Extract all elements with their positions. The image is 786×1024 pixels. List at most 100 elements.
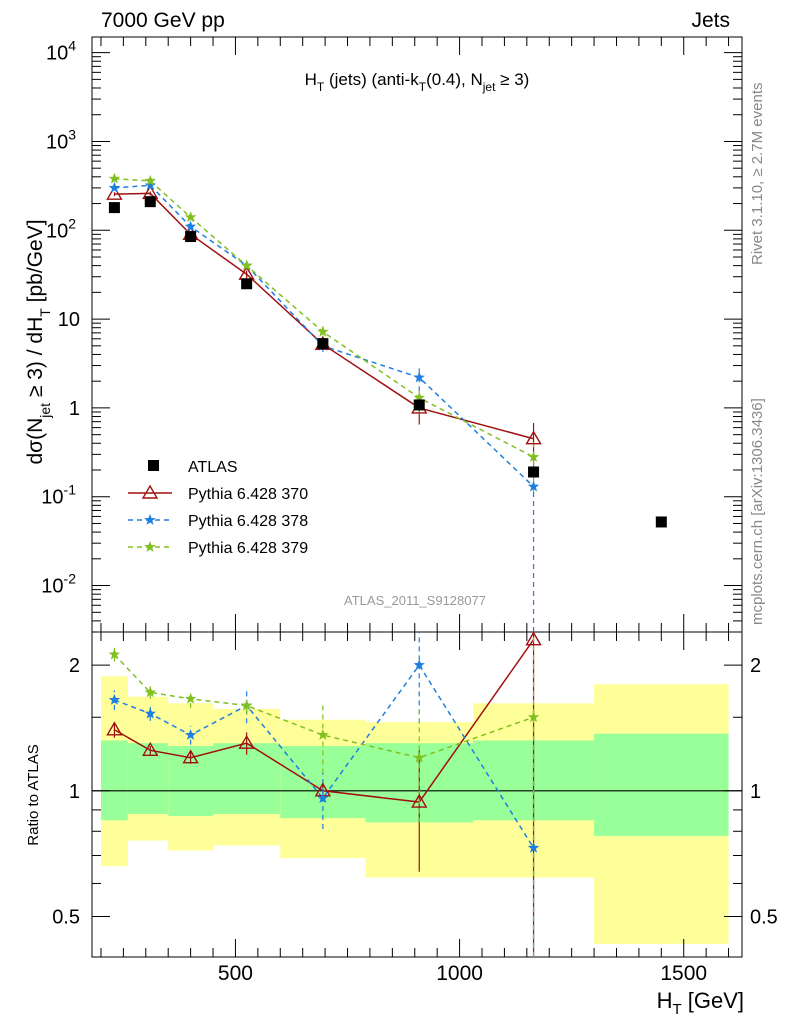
y-tick-exponent: 2 (68, 215, 76, 231)
legend-marker (148, 460, 159, 471)
plot-title-sub: T (419, 80, 427, 94)
y-tick-exponent: 4 (68, 38, 76, 54)
data-point (185, 231, 197, 243)
plot-title-part: (0.4), N (426, 70, 483, 89)
star-marker (108, 181, 121, 193)
triangle-marker (141, 484, 159, 499)
triangle-marker (525, 430, 542, 445)
y-tick-base: 10 (46, 220, 68, 242)
legend-label: ATLAS (188, 459, 238, 476)
y-tick-base: 10 (41, 576, 63, 598)
star-marker (240, 699, 253, 711)
legend: ATLAS Pythia 6.428 370 Pythia 6.428 378 Pyt… (128, 459, 308, 557)
y-tick-label: 10 (58, 309, 80, 331)
star-marker (527, 841, 540, 853)
band-inner (213, 743, 281, 814)
y-tick-exponent: -1 (64, 482, 77, 498)
star-marker (527, 451, 540, 462)
y-label-part: ≥ 3) / dH (24, 317, 47, 403)
y-label-sub: T (37, 308, 53, 317)
series-line (114, 192, 534, 440)
star-marker (184, 220, 197, 232)
star-marker (317, 729, 329, 740)
star-marker (144, 174, 156, 186)
ratio-plot-frame (91, 631, 743, 958)
y-tick-exponent: -2 (64, 571, 77, 587)
star-marker (108, 648, 121, 660)
data-point (528, 466, 540, 478)
analysis-id-label: ATLAS_2011_S9128077 (344, 593, 486, 608)
ratio-y-tick-label-right: 0.5 (750, 907, 778, 929)
star-marker (184, 211, 197, 223)
ratio-y-tick-label-right: 1 (750, 781, 761, 803)
plot-title-part: H (305, 70, 317, 89)
triangle-marker (525, 631, 542, 646)
main-series (106, 172, 667, 632)
ratio-y-tick-label: 1 (69, 781, 80, 803)
star-marker (317, 792, 329, 804)
y-tick-label: 10-1 (41, 482, 76, 509)
star-marker (413, 751, 425, 763)
plot-title-part: ≥ 3) (495, 70, 529, 89)
x-label-part: H (657, 988, 673, 1013)
star-marker (144, 707, 156, 719)
y-label-part: [pb/GeV] (24, 219, 47, 308)
triangle-marker (106, 721, 123, 736)
band-inner (127, 743, 169, 814)
x-tick-label: 1000 (436, 962, 483, 985)
header-left: 7000 GeV pp (101, 9, 225, 32)
star-marker (108, 172, 121, 184)
axis-ticks (92, 37, 742, 958)
y-tick-exponent: 3 (68, 126, 76, 142)
y-label-part: dσ(N (24, 418, 47, 465)
triangle-marker (182, 749, 199, 764)
star-marker (144, 514, 156, 525)
star-marker (317, 325, 329, 337)
ratio-y-tick-label-right: 2 (750, 655, 761, 677)
rivet-version-label: Rivet 3.1.10, ≥ 2.7M events (749, 83, 766, 266)
band-inner (100, 740, 128, 821)
star-marker (144, 179, 156, 191)
star-marker (184, 729, 197, 740)
mcplots-label: mcplots.cern.ch [arXiv:1306.3436] (749, 398, 766, 625)
star-marker (413, 391, 425, 403)
star-marker (144, 686, 156, 698)
star-marker (108, 694, 121, 705)
x-tick-label: 500 (218, 962, 253, 985)
data-point (655, 516, 667, 528)
plot-title: HT (jets) (anti-kT(0.4), Njet ≥ 3) (305, 70, 530, 94)
series-line (114, 184, 535, 488)
star-marker (527, 480, 540, 492)
data-point (317, 338, 329, 350)
y-tick-base: 10 (46, 131, 68, 153)
data-point (108, 202, 120, 214)
triangle-marker (142, 741, 159, 757)
x-label-sub: T (672, 1001, 681, 1018)
y-tick-base: 10 (41, 487, 63, 509)
plot-title-sub: jet (482, 80, 496, 94)
plot-title-part: (jets) (anti-k (324, 70, 419, 89)
y-tick-label: 1 (69, 398, 80, 420)
ratio-y-tick-label: 2 (69, 655, 80, 677)
x-axis-label: HT [GeV] (657, 988, 744, 1018)
star-marker (240, 259, 253, 271)
plot-title-sub: T (317, 80, 325, 94)
main-y-axis-label: dσ(Njet ≥ 3) / dHT [pb/GeV] (24, 219, 53, 464)
star-marker (184, 692, 197, 704)
y-label-sub: jet (37, 403, 53, 419)
band-inner (594, 733, 729, 836)
y-tick-label: 103 (46, 126, 76, 153)
data-point (144, 196, 156, 208)
star-marker (144, 541, 156, 552)
data-point (413, 399, 425, 411)
triangle-marker (106, 185, 123, 200)
triangle-marker (411, 793, 428, 808)
ratio-series (106, 631, 542, 957)
star-marker (413, 371, 425, 383)
star-marker (527, 711, 540, 723)
y-tick-label: 102 (46, 215, 76, 242)
y-tick-label: 10-2 (41, 571, 76, 598)
y-tick-base: 10 (46, 43, 68, 65)
